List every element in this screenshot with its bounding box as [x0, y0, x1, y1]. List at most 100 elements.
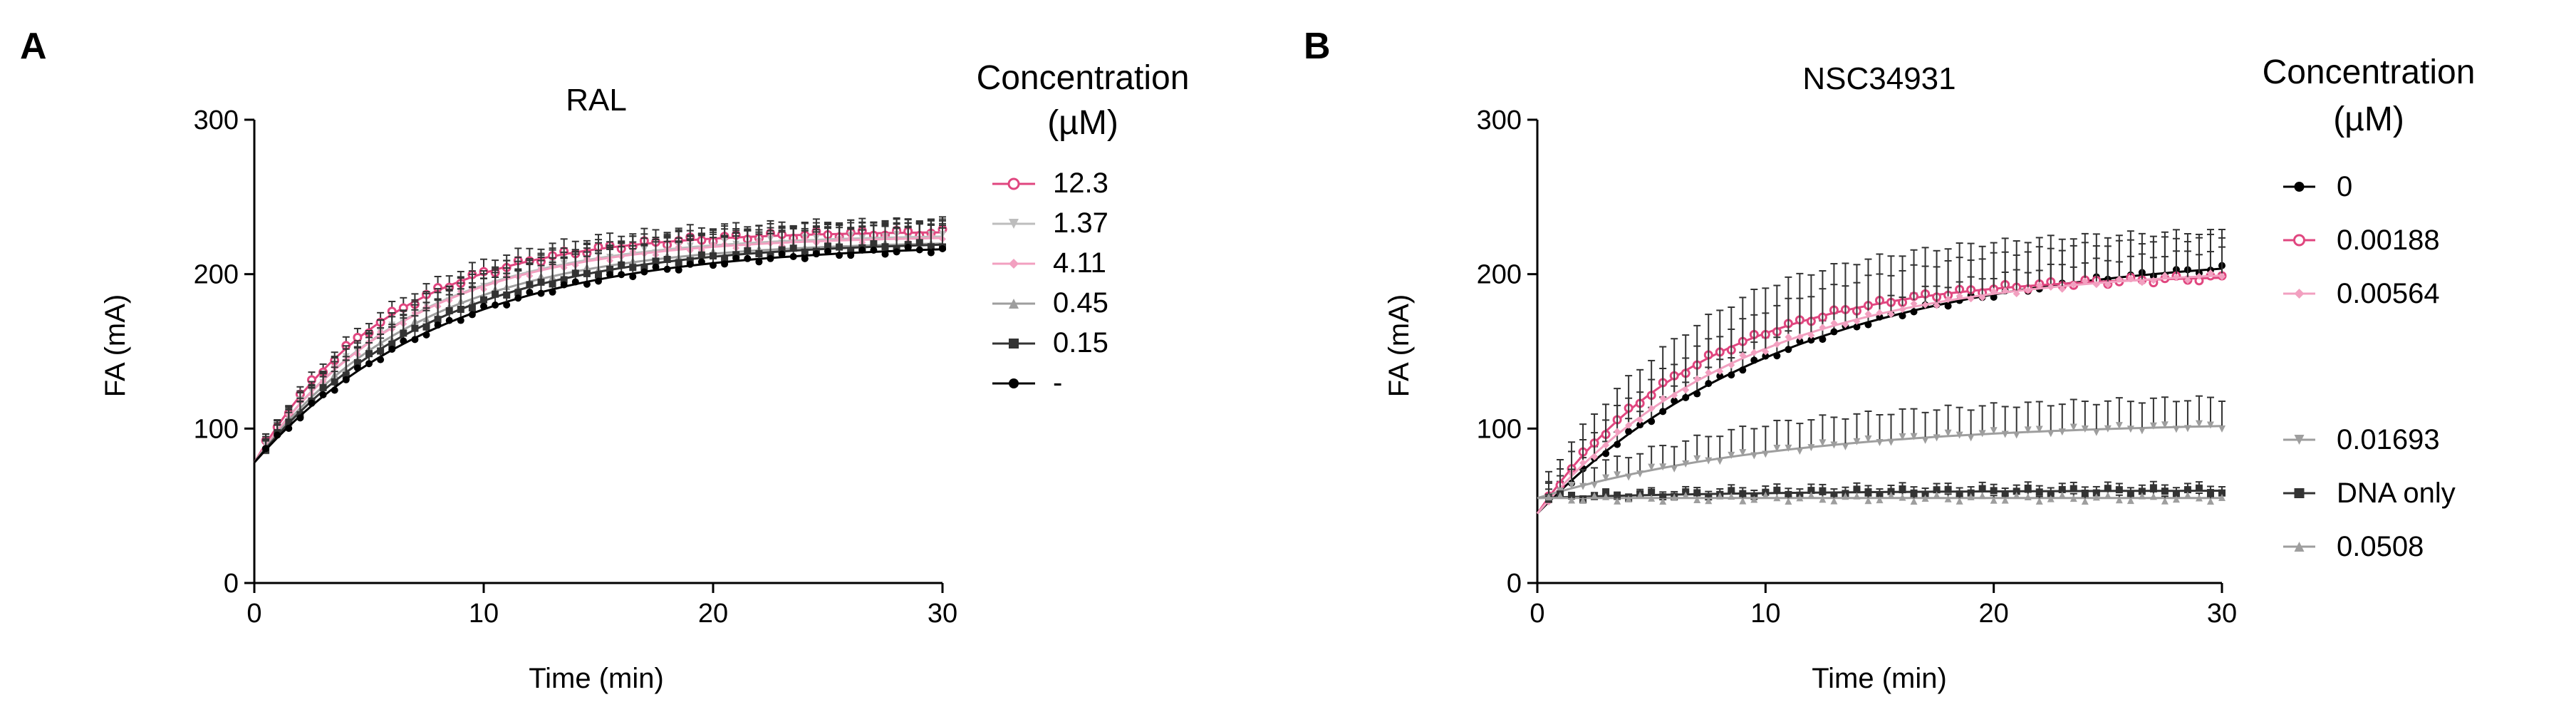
- data-point: [1967, 434, 1975, 442]
- data-point: [2035, 497, 2043, 505]
- data-point: [400, 337, 407, 345]
- data-point: [1591, 481, 1599, 489]
- data-point: [1648, 494, 1656, 502]
- data-point: [1648, 418, 1656, 425]
- data-point: [2081, 497, 2089, 505]
- data-point: [1978, 485, 1986, 492]
- data-point: [1716, 492, 1724, 500]
- data-point: [1796, 337, 1804, 345]
- data-point: [2024, 492, 2032, 500]
- data-point: [2115, 496, 2123, 504]
- data-point: [1728, 371, 1735, 379]
- data-point: [1899, 306, 1906, 314]
- data-point: [2195, 494, 2203, 502]
- data-point: [2058, 491, 2066, 499]
- data-point: [2138, 492, 2146, 500]
- data-point: [1830, 319, 1838, 327]
- data-point: [858, 246, 866, 254]
- data-point: [1990, 427, 1998, 435]
- data-point: [1625, 428, 1633, 435]
- data-point: [767, 254, 774, 262]
- data-point: [1796, 333, 1804, 341]
- data-point: [1864, 321, 1872, 329]
- data-point: [1796, 448, 1804, 455]
- data-point: [445, 316, 453, 324]
- data-point: [537, 289, 545, 297]
- data-point: [778, 250, 786, 258]
- data-point: [2069, 281, 2077, 289]
- data-point: [939, 244, 946, 252]
- data-point: [1716, 368, 1724, 376]
- data-point: [1625, 421, 1633, 429]
- data-point: [2047, 430, 2055, 438]
- data-point: [1636, 491, 1644, 499]
- data-point: [2183, 486, 2191, 494]
- data-point: [1659, 408, 1667, 416]
- x-tick-label: 30: [2207, 599, 2237, 629]
- chart-b-plot-area: [1536, 229, 2227, 515]
- data-point: [2115, 275, 2123, 283]
- data-point: [2001, 287, 2009, 294]
- data-point: [2161, 497, 2169, 505]
- data-point: [560, 281, 568, 289]
- data-point: [2035, 282, 2043, 289]
- data-point: [1773, 486, 1781, 494]
- data-point: [801, 254, 809, 262]
- data-point: [1944, 296, 1952, 304]
- data-point: [1853, 438, 1861, 445]
- data-point: [1899, 493, 1906, 501]
- data-point: [1762, 491, 1770, 499]
- data-point: [1785, 333, 1792, 341]
- data-point: [1910, 497, 1918, 505]
- data-point: [1978, 492, 1986, 500]
- data-point: [686, 260, 694, 268]
- data-point: [2172, 495, 2180, 503]
- data-point: [1614, 428, 1621, 435]
- data-point: [2161, 487, 2169, 495]
- data-point: [2172, 273, 2180, 281]
- data-point: [1659, 463, 1667, 471]
- y-tick-label: 200: [1477, 260, 1522, 290]
- data-point: [789, 253, 797, 261]
- data-point: [1762, 348, 1770, 356]
- legend-a-label-6: -: [1053, 367, 1062, 398]
- x-tick-label: 10: [469, 599, 499, 629]
- legend-swatch-marker: [1009, 219, 1019, 229]
- data-point: [2024, 484, 2032, 492]
- data-point: [2161, 421, 2169, 429]
- data-point: [1956, 490, 1963, 498]
- data-point: [1819, 336, 1827, 344]
- data-point: [1864, 435, 1872, 443]
- x-tick-label: 20: [698, 599, 728, 629]
- data-point: [2126, 497, 2134, 505]
- y-tick-label: 100: [1477, 414, 1522, 444]
- data-point: [2183, 425, 2191, 433]
- data-point: [1864, 488, 1872, 496]
- x-tick-label: 20: [1979, 599, 2009, 629]
- y-tick-label: 0: [1507, 569, 1522, 599]
- data-point: [2092, 281, 2100, 289]
- data-point: [744, 254, 752, 262]
- data-point: [2104, 281, 2112, 289]
- data-point: [1728, 492, 1735, 500]
- data-point: [732, 254, 740, 262]
- legend-a-title-line2: (µM): [1047, 104, 1118, 142]
- data-point: [365, 360, 373, 368]
- legend-swatch-marker: [1009, 299, 1019, 309]
- data-point: [1739, 351, 1747, 359]
- data-point: [1807, 491, 1815, 499]
- legend-swatch-marker: [1009, 378, 1019, 388]
- legend-a-title-line1: Concentration: [977, 59, 1190, 97]
- data-point: [549, 288, 556, 296]
- data-point: [1933, 301, 1941, 309]
- data-point: [1682, 460, 1690, 468]
- data-point: [755, 258, 763, 266]
- data-point: [1819, 487, 1827, 495]
- data-point: [2206, 421, 2214, 429]
- data-point: [1614, 497, 1621, 505]
- data-point: [1682, 393, 1690, 401]
- chart-a-plot-area: [253, 216, 947, 464]
- data-point: [571, 278, 579, 286]
- data-point: [1625, 495, 1633, 502]
- legend-a-label-2: 1.37: [1053, 207, 1108, 239]
